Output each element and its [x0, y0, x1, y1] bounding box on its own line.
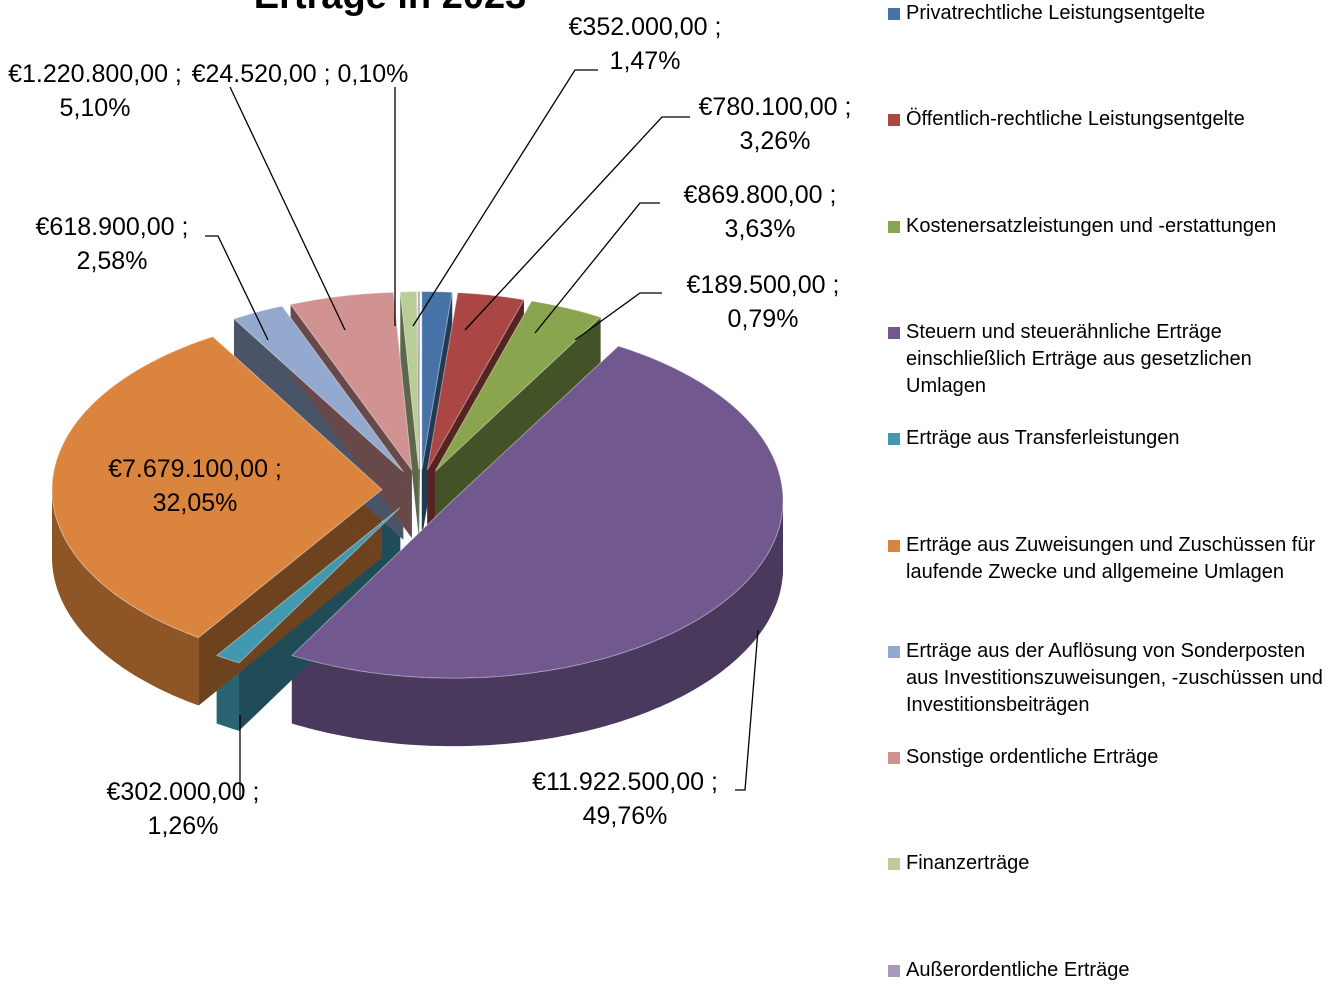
- leader-line: [574, 292, 662, 341]
- slice: [215, 507, 401, 664]
- legend-item: Außerordentliche Erträge: [888, 957, 1333, 984]
- leader-line: [229, 86, 346, 331]
- data-label: €618.900,00 ; 2,58%: [36, 213, 189, 275]
- data-label: €780.100,00 ; 3,26%: [699, 93, 852, 155]
- chart-title: Erträge in 2023: [254, 0, 526, 17]
- legend-item: Erträge aus der Auflösung von Sonderpost…: [888, 638, 1333, 719]
- legend-label: Erträge aus der Auflösung von Sonderpost…: [906, 639, 1323, 716]
- legend-swatch: [888, 114, 900, 127]
- legend-label: Öffentlich-rechtliche Leistungsentgelte: [906, 108, 1245, 131]
- leader-line: [735, 629, 759, 791]
- legend-item: Sonstige ordentliche Erträge: [888, 744, 1333, 771]
- legend-swatch: [888, 752, 900, 765]
- legend-label: Erträge aus Zuweisungen und Zuschüssen f…: [906, 533, 1316, 583]
- legend-item: Privatrechtliche Leistungsentgelte: [888, 0, 1333, 27]
- pie-tops: [51, 290, 784, 679]
- data-label: €302.000,00 ; 1,26%: [107, 778, 260, 840]
- leader-line: [205, 235, 269, 341]
- legend-swatch: [888, 858, 900, 871]
- legend-swatch: [888, 433, 900, 446]
- slice: [421, 290, 453, 470]
- slice-wall-shade: [400, 291, 419, 538]
- data-label: €1.220.800,00 ; 5,10%: [8, 60, 182, 122]
- leader-line: [412, 69, 598, 327]
- legend-label: Finanzerträge: [906, 852, 1030, 875]
- legend-label: Außerordentliche Erträge: [906, 958, 1130, 981]
- slice: [51, 336, 383, 639]
- legend-item: Öffentlich-rechtliche Leistungsentgelte: [888, 106, 1333, 133]
- legend-item: Kostenersatzleistungen und -erstattungen: [888, 213, 1333, 240]
- leader-line: [534, 202, 660, 334]
- slice: [289, 291, 413, 472]
- legend-swatch: [888, 645, 900, 658]
- leader-line: [464, 116, 690, 331]
- legend-swatch: [888, 8, 900, 20]
- legend-label: Kostenersatzleistungen und -erstattungen: [906, 214, 1277, 237]
- legend-item: Steuern und steuerähnliche Erträge einsc…: [888, 319, 1333, 400]
- slice-wall-shade: [417, 291, 420, 538]
- slice: [417, 291, 421, 470]
- slice: [233, 305, 404, 472]
- legend-item: Finanzerträge: [888, 850, 1333, 877]
- legend-item: Erträge aus Transferleistungen: [888, 425, 1333, 452]
- legend-label: Privatrechtliche Leistungsentgelte: [906, 2, 1206, 24]
- data-label: €7.679.100,00 ; 32,05%: [108, 455, 282, 517]
- legend-label: Sonstige ordentliche Erträge: [906, 746, 1159, 769]
- slice-side: [52, 489, 199, 706]
- slice: [426, 292, 525, 471]
- data-label: €24.520,00 ; 0,10%: [192, 60, 409, 88]
- legend-item: Erträge aus Zuweisungen und Zuschüssen f…: [888, 532, 1333, 586]
- data-label: €352.000,00 ; 1,47%: [569, 13, 722, 75]
- legend-label: Steuern und steuerähnliche Erträge einsc…: [906, 320, 1252, 397]
- legend-swatch: [888, 326, 900, 339]
- slice-side-shade: [291, 500, 783, 747]
- legend-swatch: [888, 964, 900, 977]
- legend-swatch: [888, 220, 900, 233]
- slice: [290, 345, 784, 679]
- data-label: €189.500,00 ; 0,79%: [687, 271, 840, 333]
- slice: [434, 300, 602, 472]
- slice-side-shade: [52, 489, 199, 706]
- slice: [399, 290, 420, 470]
- data-label: €11.922.500,00 ; 49,76%: [532, 768, 718, 830]
- slice-side: [291, 500, 783, 747]
- legend-label: Erträge aus Transferleistungen: [906, 427, 1180, 450]
- data-label: €869.800,00 ; 3,63%: [684, 181, 837, 243]
- legend-swatch: [888, 539, 900, 552]
